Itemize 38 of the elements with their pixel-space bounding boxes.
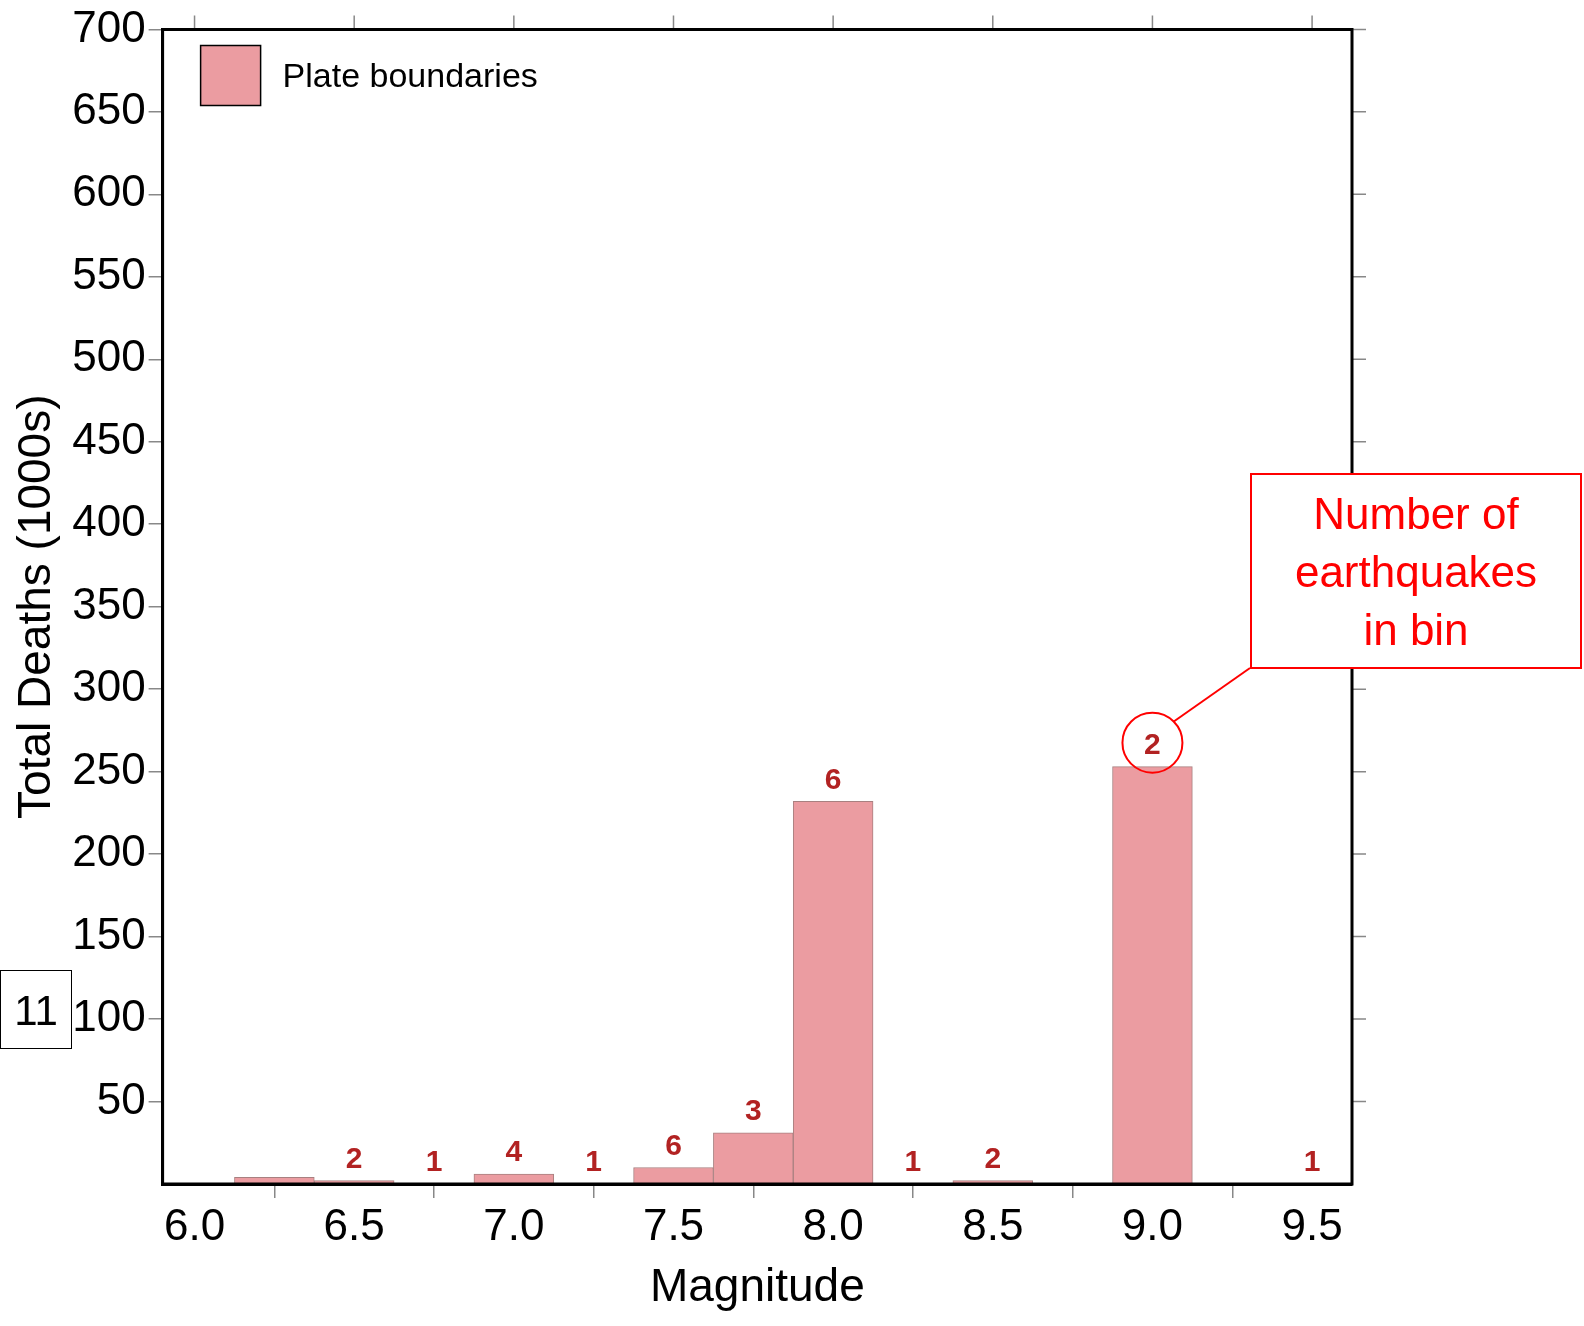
y-tick-label: 250 <box>72 743 146 793</box>
y-axis-title: Total Deaths (1000s) <box>8 394 61 819</box>
y-tick-label: 400 <box>72 496 146 546</box>
annotation: 1 <box>585 1144 603 1178</box>
annotation: 2 <box>1144 726 1161 760</box>
y-tick-label: 350 <box>72 578 146 628</box>
y-tick-label: 50 <box>96 1073 146 1123</box>
x-tick-label: 8.5 <box>962 1199 1024 1249</box>
x-tick-label: 6.0 <box>163 1199 226 1249</box>
annotation: 4 <box>505 1134 523 1168</box>
annotation: 2 <box>345 1140 363 1174</box>
annotation: 1 <box>904 1144 922 1178</box>
legend-label: Plate boundaries <box>282 55 538 94</box>
y-tick-label: 450 <box>72 413 146 463</box>
text: 11 <box>0 970 72 1049</box>
x-axis-title: Magnitude <box>649 1259 865 1312</box>
x-tick-label: 9.5 <box>1281 1199 1343 1249</box>
y-tick-label: 550 <box>72 248 146 298</box>
y-tick-label: 650 <box>72 84 146 134</box>
annotation: 1 <box>1303 1144 1321 1178</box>
annotation: 3 <box>744 1093 762 1127</box>
y-tick-label: 200 <box>72 826 146 876</box>
x-tick-label: 6.5 <box>323 1199 385 1249</box>
y-tick-label: 300 <box>72 661 146 711</box>
annotation: 2 <box>984 1140 1002 1174</box>
y-tick-label: 500 <box>72 331 146 381</box>
x-tick-label: 8.0 <box>802 1199 864 1249</box>
x-tick-label: 7.5 <box>642 1199 705 1249</box>
y-tick-label: 700 <box>72 1 146 51</box>
x-tick-label: 9.0 <box>1121 1199 1184 1249</box>
annotation: Number of earthquakes in bin <box>1250 473 1582 669</box>
y-tick-label: 100 <box>72 991 146 1041</box>
x-tick-label: 7.0 <box>483 1199 545 1249</box>
annotation: 1 <box>425 1144 443 1178</box>
y-tick-label: 600 <box>72 166 146 216</box>
annotation: 6 <box>665 1127 682 1161</box>
annotation: 6 <box>824 761 842 795</box>
y-tick-label: 150 <box>72 908 146 958</box>
